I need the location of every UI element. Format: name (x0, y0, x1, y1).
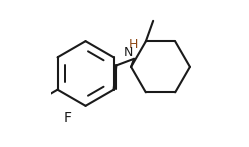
Text: N: N (124, 46, 133, 59)
Text: H: H (128, 38, 138, 51)
Text: F: F (64, 111, 72, 125)
